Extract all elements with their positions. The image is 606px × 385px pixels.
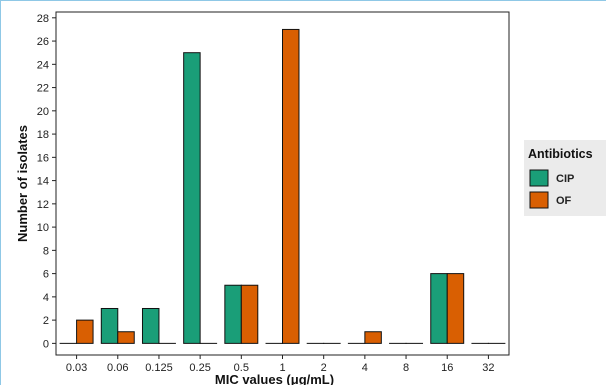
x-tick-label: 4	[362, 362, 368, 374]
x-tick-label: 0.03	[66, 362, 87, 374]
x-tick-label: 16	[441, 362, 453, 374]
y-tick-label: 12	[37, 199, 49, 211]
y-tick-label: 20	[37, 106, 49, 118]
y-tick-label: 26	[37, 36, 49, 48]
y-tick-label: 6	[43, 269, 49, 281]
bar-of-1	[282, 28, 300, 344]
x-tick-label: 1	[279, 362, 285, 374]
bar-cip-0.25	[183, 52, 201, 344]
y-tick-label: 24	[37, 59, 49, 71]
y-tick-label: 18	[37, 129, 49, 141]
bar-of-4	[364, 331, 382, 344]
x-tick-label: 32	[482, 362, 494, 374]
y-tick-label: 16	[37, 152, 49, 164]
x-axis-title: MIC values (μg/mL)	[215, 372, 334, 385]
x-tick-label: 0.5	[234, 362, 249, 374]
x-tick-label: 0.125	[145, 362, 173, 374]
y-axis-title: Number of isolates	[15, 125, 30, 242]
y-tick-label: 4	[43, 292, 49, 304]
bar-cip-0.06	[100, 307, 119, 344]
legend-label-of: OF	[556, 195, 572, 207]
bar-of-0.06	[117, 331, 135, 344]
y-tick-label: 0	[43, 338, 49, 350]
bar-cip-0.5	[224, 284, 242, 344]
legend-key-of	[529, 191, 549, 209]
y-tick-label: 2	[43, 315, 49, 327]
x-tick-label: 2	[321, 362, 327, 374]
bar-of-0.5	[240, 284, 259, 344]
y-tick-label: 8	[43, 245, 49, 257]
bar-cip-16	[430, 273, 448, 344]
x-tick-label: 0.25	[189, 362, 210, 374]
legend-title: Antibiotics	[528, 147, 593, 161]
legend-label-cip: CIP	[556, 173, 574, 185]
y-tick-label: 28	[37, 13, 49, 25]
y-tick-label: 22	[37, 83, 49, 95]
y-tick-label: 10	[37, 222, 49, 234]
legend: Antibiotics CIP OF	[524, 140, 606, 216]
x-tick-label: 8	[403, 362, 409, 374]
bar-of-0.03	[76, 319, 94, 344]
y-tick-label: 14	[37, 176, 49, 188]
legend-key-cip	[529, 169, 549, 187]
bar-cip-0.125	[141, 307, 160, 344]
x-tick-label: 0.06	[107, 362, 128, 374]
bar-of-16	[446, 273, 465, 344]
plot-area	[55, 11, 510, 356]
